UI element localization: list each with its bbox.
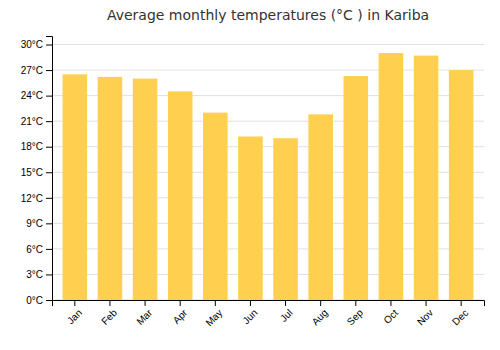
y-tick-label: 6°C [26, 244, 43, 255]
bar [168, 91, 193, 300]
x-tick: Apr [171, 300, 190, 326]
x-tick-mark [426, 300, 427, 306]
y-axis: 0°C 3°C 6°C 9°C 12°C 15°C 18°C 21°C 24°C 27°C 30°C [21, 37, 53, 306]
grid [52, 45, 484, 300]
x-tick-mark [390, 300, 391, 306]
y-tick-label: 3°C [26, 269, 43, 280]
x-tick-mark [250, 300, 251, 306]
y-tick-mark [46, 223, 52, 224]
y-tick-label: 15°C [21, 167, 43, 178]
y-tick-mark [46, 274, 52, 275]
y-tick-label: 24°C [21, 90, 43, 101]
x-tick: Mar [134, 300, 154, 327]
bar [379, 53, 404, 300]
x-tick-mark [355, 300, 356, 306]
x-tick-mark [145, 300, 146, 306]
x-tick-label: Dec [450, 307, 470, 327]
y-tick-label: 30°C [21, 39, 43, 50]
y-tick-label: 18°C [21, 141, 43, 152]
bar [238, 136, 263, 300]
y-tick: 27°C [21, 65, 52, 76]
y-tick-mark [46, 198, 52, 199]
y-tick: 18°C [21, 141, 52, 152]
y-tick: 15°C [21, 167, 52, 178]
x-tick: Aug [310, 300, 330, 327]
y-tick: 24°C [21, 90, 52, 101]
x-tick-mark [320, 300, 321, 306]
x-tick-label: Nov [415, 307, 435, 327]
bar [449, 70, 474, 300]
y-tick-label: 9°C [26, 218, 43, 229]
x-tick-label: Sep [345, 307, 366, 328]
x-tick-label: Jul [278, 307, 295, 324]
y-tick-label: 27°C [21, 65, 43, 76]
x-tick-label: May [203, 307, 224, 328]
bar [414, 56, 439, 300]
x-tick: Nov [415, 300, 435, 327]
x-tick-label: Mar [134, 307, 154, 327]
y-tick-mark [46, 96, 52, 97]
x-tick-label: Feb [99, 307, 119, 327]
x-tick: Oct [381, 300, 400, 326]
x-tick-mark [461, 300, 462, 306]
y-axis-line [46, 37, 53, 301]
x-tick: May [203, 300, 224, 328]
bar [98, 77, 123, 300]
y-tick-mark [46, 172, 52, 173]
x-axis-line [53, 301, 485, 307]
x-tick-label: Oct [381, 307, 400, 326]
y-tick: 9°C [26, 218, 52, 229]
x-tick-label: Jan [65, 307, 84, 326]
y-tick: 21°C [21, 116, 52, 127]
y-tick-label: 21°C [21, 116, 43, 127]
bar [273, 138, 298, 300]
x-tick: Jan [65, 300, 84, 326]
y-tick: 12°C [21, 193, 52, 204]
y-tick: 0°C [26, 295, 52, 306]
x-tick: Jun [240, 300, 259, 326]
y-tick: 3°C [26, 269, 52, 280]
bars [63, 53, 474, 300]
y-tick-mark [46, 45, 52, 46]
y-tick-mark [46, 147, 52, 148]
x-tick-mark [215, 300, 216, 306]
y-tick-label: 0°C [26, 295, 43, 306]
y-tick: 30°C [21, 39, 52, 50]
x-tick-mark [180, 300, 181, 306]
x-tick-label: Jun [240, 307, 259, 326]
bar [133, 79, 158, 300]
chart: 0°C 3°C 6°C 9°C 12°C 15°C 18°C 21°C 24°C 27°C 30°C… [0, 0, 500, 350]
x-tick-mark [285, 300, 286, 306]
bar [203, 113, 228, 300]
x-axis: Jan Feb Mar Apr May Jun Jul Aug Sep Oct Nov Dec [53, 300, 485, 328]
x-tick-label: Aug [310, 307, 330, 327]
bar [63, 74, 88, 300]
x-tick-mark [74, 300, 75, 306]
x-tick: Sep [345, 300, 366, 327]
y-tick-mark [46, 249, 52, 250]
grid-line [52, 44, 484, 45]
x-tick-label: Apr [171, 307, 190, 326]
title: Average monthly temperatures (°C ) in Ka… [107, 7, 429, 23]
y-tick: 6°C [26, 244, 52, 255]
y-tick-mark [46, 300, 52, 301]
plot: 0°C 3°C 6°C 9°C 12°C 15°C 18°C 21°C 24°C 27°C 30°C… [21, 37, 485, 329]
y-tick-mark [46, 121, 52, 122]
bar [308, 114, 333, 300]
x-tick-mark [109, 300, 110, 306]
y-tick-label: 12°C [21, 193, 43, 204]
bar [344, 76, 369, 300]
x-tick: Dec [450, 300, 470, 327]
x-tick: Feb [99, 300, 119, 327]
x-tick: Jul [278, 300, 295, 324]
y-tick-mark [46, 70, 52, 71]
